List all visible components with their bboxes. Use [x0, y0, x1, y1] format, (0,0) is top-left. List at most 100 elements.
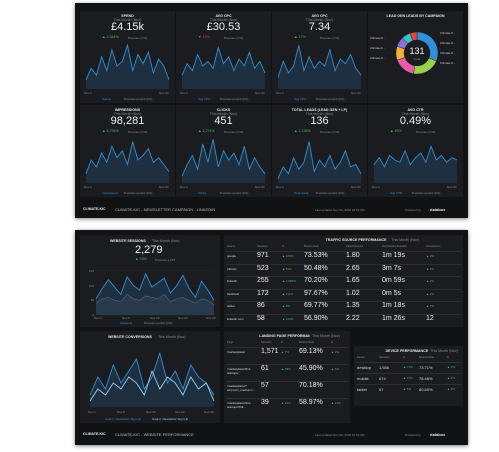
row-label: linkedin.com [227, 316, 244, 321]
legend: Goal 1: Newsletter Sign Up [105, 417, 142, 421]
table-header: Source [227, 245, 236, 248]
widget-change: ▲ 78% [135, 257, 147, 261]
widget-period: This Month (Nov) [113, 18, 142, 22]
donut-label: Climate-K... [370, 46, 386, 50]
cell: 61 [261, 365, 269, 372]
cell: 69.13% [299, 348, 323, 355]
table-header: Sessions [261, 341, 272, 344]
cell: ▲ 2% [426, 279, 435, 283]
widget: TOTAL LEADS (LEAD GEN + LP) This Month (N… [272, 105, 367, 197]
widget-period: This Month (Nov) [401, 112, 430, 116]
widget-change: ▲ 2,274% [198, 129, 215, 133]
donut-label: Climate-K... [440, 51, 456, 55]
widget-previous: Previous (Oct) [416, 129, 436, 134]
table-header: Device [357, 356, 365, 359]
widget-change: ▲ 2,344% [102, 35, 119, 39]
table-title: TRAFFIC SOURCE PERFORMANCE [325, 238, 387, 242]
cell: ▲ 6% [403, 387, 412, 391]
widget-value: 7.34 [308, 21, 331, 33]
cell: ▲ 7% [281, 350, 290, 354]
x-label: Nov 1 [180, 91, 188, 95]
chart [395, 31, 439, 75]
table-header: Bounce Rate [299, 341, 314, 344]
brand: CLIMATE-KIC [83, 207, 106, 211]
x-label: Nov 30 [159, 185, 169, 189]
x-label: Nov 1 [84, 91, 92, 95]
dashboard-website: WEBSITE SESSIONS This Month (Nov) 2,279 ▲ 7… [75, 230, 468, 445]
cell: 1,556 [379, 365, 390, 370]
legend: Avg CTR [390, 191, 403, 195]
cell: ▲ 97% [403, 376, 413, 380]
row-label: google [227, 254, 237, 258]
legend: Previous period (Oct) [124, 191, 153, 195]
cell: 12 [426, 314, 434, 322]
legend: Impressions [102, 191, 119, 195]
table-header: Bounce Rate [304, 245, 319, 248]
donut-total: 131 [409, 46, 425, 56]
cell: 1m 19s [382, 252, 405, 259]
widget: WEBSITE CONVERSIONS This Month (Nov) Nov 1… [80, 331, 220, 423]
cell: ▲ 35% [281, 367, 291, 371]
area [86, 141, 169, 183]
y-tick-label: 50 [90, 298, 94, 303]
widget-title: SPEND [121, 14, 134, 18]
x-label: Nov 30 [255, 91, 265, 95]
widget: AVG CTR This Month (Nov) 0.49% ▲ 45% Previou… [368, 105, 463, 197]
widget-value: 136 [310, 115, 329, 127]
area [182, 139, 265, 183]
line [85, 141, 170, 174]
x-label: Nov 30 [206, 316, 216, 320]
legend: Previous period (Oct) [124, 97, 153, 101]
legend: Previous period (Oct) [316, 97, 345, 101]
x-label: Nov 1 [84, 185, 92, 189]
table-header: Page [227, 341, 234, 344]
cell: 523 [257, 264, 269, 272]
row-label: mobile [357, 376, 369, 381]
row-label: desktop [357, 365, 372, 370]
chart [85, 141, 170, 183]
cell: 70.20% [304, 277, 328, 284]
cell: 86 [257, 302, 265, 309]
logo: databox [430, 432, 446, 437]
x-label: Nov 30 [159, 91, 169, 95]
widget-previous: Previous (Oct) [320, 35, 340, 40]
y-tick-label: 0 [92, 313, 94, 317]
line [85, 43, 170, 80]
dashboard-linkedin: SPEND This Month (Nov) £4.15k ▲ 2,344% Previ… [75, 3, 468, 218]
cell: ▲ 169% [282, 254, 294, 258]
widget-title: WEBSITE CONVERSIONS [108, 335, 152, 339]
cell: 45.90% [299, 365, 323, 372]
x-label: Nov 1 [276, 185, 284, 189]
widget-title: TOTAL LEADS (LEAD GEN + LP) [291, 108, 348, 112]
cell: 2.22 [346, 314, 360, 322]
widget: AVG CPC This Month (Nov) £30.53 ▼ 13% Previo… [176, 11, 271, 103]
legend: Sessions [120, 321, 133, 325]
x-label: Nov 30 [204, 410, 214, 414]
widget-change: ▲ 17% [294, 35, 306, 39]
legend: Avg CPC [198, 97, 211, 101]
x-label: Nov 15 [150, 316, 160, 320]
line [277, 141, 362, 179]
table-title: DEVICE PERFORMANCE [385, 349, 429, 353]
cell: 73.53% [304, 252, 328, 259]
table-header: Bounce Rate [419, 356, 434, 359]
widget-value: 98,281 [110, 115, 145, 127]
widget-value: £4.15k [110, 21, 145, 33]
cell: 1.35 [346, 302, 360, 309]
donut-label: Climate-K... [370, 36, 386, 40]
cell: ▲ 22% [281, 401, 291, 405]
table-title: LANDING PAGE PERFORMANCE [259, 334, 309, 338]
cell: 1,571 [261, 348, 279, 355]
widget-previous: Previous (Oct) [224, 129, 244, 134]
line [373, 144, 458, 168]
widget-period: This Month (Nov) [305, 112, 334, 116]
area [96, 273, 214, 315]
table-header: Δ [281, 341, 283, 344]
row-label: /marketplace/ [227, 350, 246, 354]
x-label: Nov 22 [178, 316, 188, 320]
widget: IMPRESSIONS This Month (Nov) 98,281 ▲ 4,734… [80, 105, 175, 197]
area [182, 47, 265, 89]
cell: 50.48% [304, 264, 328, 272]
